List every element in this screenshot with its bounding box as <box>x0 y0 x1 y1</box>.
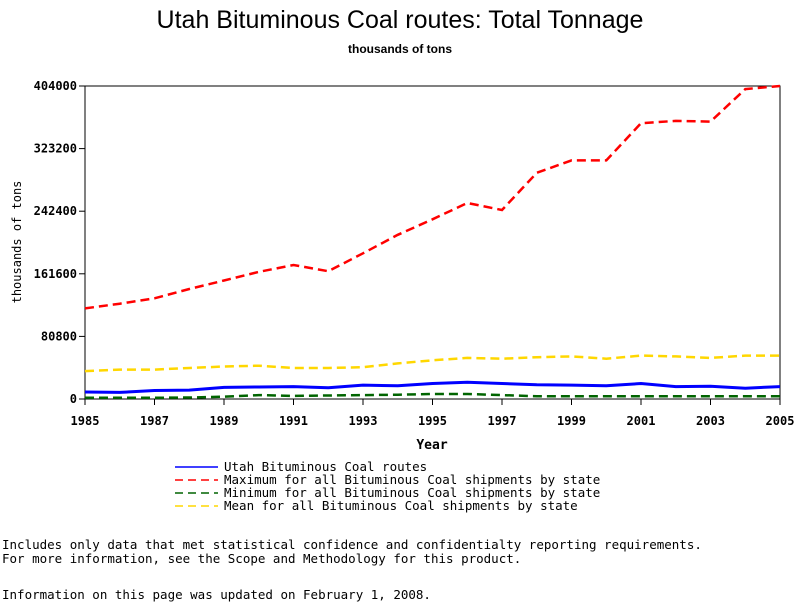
legend-label: Minimum for all Bituminous Coal shipment… <box>224 485 600 500</box>
x-tick-label: 1987 <box>140 414 169 428</box>
chart-title: Utah Bituminous Coal routes: Total Tonna… <box>156 6 644 34</box>
x-tick-label: 1991 <box>279 414 308 428</box>
legend-label: Maximum for all Bituminous Coal shipment… <box>224 472 600 487</box>
x-tick-label: 1999 <box>557 414 586 428</box>
footnote-line-1: Includes only data that met statistical … <box>2 537 702 552</box>
x-tick-label: 1985 <box>71 414 100 428</box>
x-axis-label: Year <box>416 438 447 453</box>
y-tick-label: 80800 <box>41 329 77 343</box>
y-tick-label: 0 <box>70 392 77 406</box>
legend-label: Mean for all Bituminous Coal shipments b… <box>224 498 578 513</box>
y-tick-label: 404000 <box>34 79 77 93</box>
y-tick-label: 161600 <box>34 267 77 281</box>
legend-label: Utah Bituminous Coal routes <box>224 459 427 474</box>
updated-note: Information on this page was updated on … <box>2 587 431 602</box>
x-tick-label: 2001 <box>627 414 656 428</box>
y-axis-label: thousands of tons <box>10 181 24 304</box>
series-line-3 <box>84 354 780 373</box>
chart-subtitle: thousands of tons <box>348 42 452 56</box>
series-line-0 <box>84 380 781 394</box>
y-tick-label: 242400 <box>34 204 77 218</box>
x-tick-label: 2003 <box>696 414 725 428</box>
x-tick-label: 1995 <box>418 414 447 428</box>
x-tick-label: 1993 <box>349 414 378 428</box>
series-line-1 <box>84 84 781 310</box>
x-tick-label: 1997 <box>488 414 517 428</box>
x-tick-label: 2005 <box>766 414 795 428</box>
footnote-line-2: For more information, see the Scope and … <box>2 551 522 566</box>
y-tick-label: 323200 <box>34 142 77 156</box>
series-line-2 <box>85 392 780 400</box>
x-tick-label: 1989 <box>210 414 239 428</box>
plot-frame <box>84 85 781 400</box>
